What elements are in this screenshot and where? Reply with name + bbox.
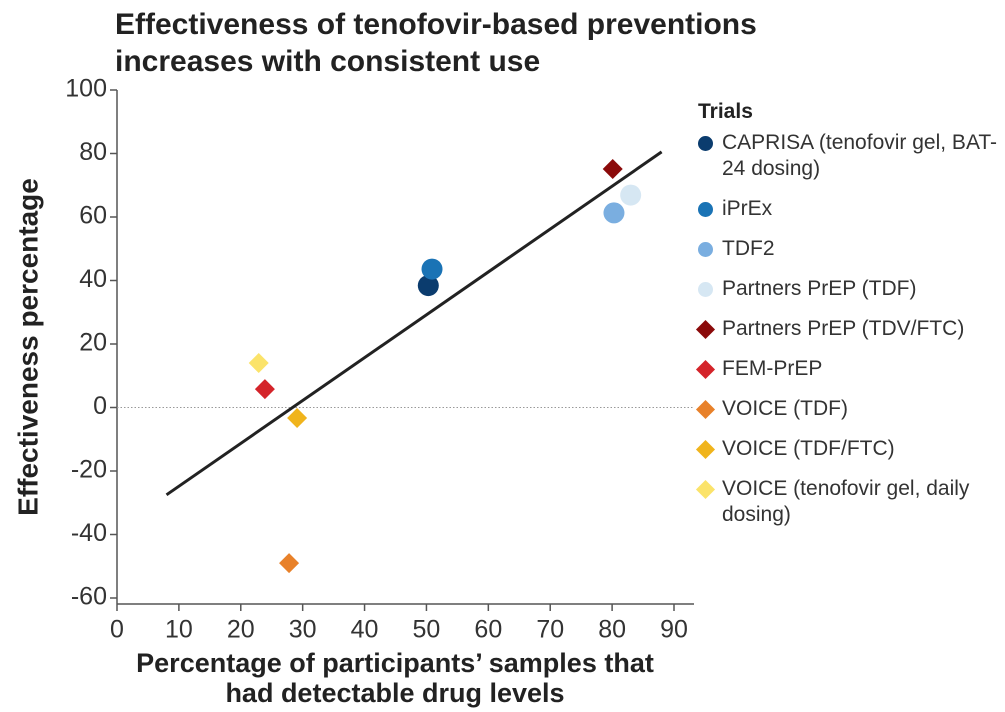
point xyxy=(603,202,625,224)
x-axis-label: Percentage of participants’ samples that… xyxy=(136,648,654,708)
legend-label: Partners PrEP (TDF) xyxy=(722,277,917,300)
legend-item: iPrEx xyxy=(698,196,998,222)
x-tick-label: 20 xyxy=(227,616,255,644)
legend-label: VOICE (TDF) xyxy=(722,397,848,420)
legend-swatch xyxy=(695,439,716,460)
legend-swatch xyxy=(698,136,713,151)
chart-title: Effectiveness of tenofovir-based prevent… xyxy=(115,8,757,78)
legend-label: Partners PrEP (TDV/FTC) xyxy=(722,317,965,340)
legend-label: TDF2 xyxy=(722,237,775,260)
legend-swatch xyxy=(695,359,716,380)
legend-item: VOICE (TDF) xyxy=(695,396,998,422)
legend-label: VOICE (tenofovir gel, daily dosing) xyxy=(722,477,970,526)
y-tick-label: 60 xyxy=(79,202,107,230)
legend-label: iPrEx xyxy=(722,197,773,220)
legend-swatch xyxy=(698,202,713,217)
x-tick-label: 60 xyxy=(474,616,502,644)
point xyxy=(421,258,443,280)
legend-item: Partners PrEP (TDV/FTC) xyxy=(695,316,998,342)
legend-label: VOICE (TDF/FTC) xyxy=(722,437,895,460)
y-tick-label: 80 xyxy=(79,138,107,166)
y-tick-label: 40 xyxy=(79,265,107,293)
legend-swatch xyxy=(698,282,713,297)
legend-item: TDF2 xyxy=(698,236,998,262)
legend-item: VOICE (tenofovir gel, daily dosing) xyxy=(695,476,998,528)
point xyxy=(417,275,439,297)
legend-swatch xyxy=(695,319,716,340)
legend-item: FEM-PrEP xyxy=(695,356,998,382)
y-tick-label: 100 xyxy=(65,75,107,103)
y-tick-label: -40 xyxy=(71,519,107,547)
point xyxy=(620,184,642,206)
point xyxy=(248,353,269,374)
point xyxy=(602,159,623,180)
y-tick-label: 0 xyxy=(93,392,107,420)
x-tick-label: 90 xyxy=(660,616,688,644)
y-tick-label: 20 xyxy=(79,329,107,357)
point xyxy=(254,379,275,400)
y-tick-label: -60 xyxy=(71,583,107,611)
legend-swatch xyxy=(695,479,716,500)
legend-title: Trials xyxy=(698,100,753,123)
x-tick-label: 10 xyxy=(165,616,193,644)
point xyxy=(287,407,308,428)
legend-swatch xyxy=(698,242,713,257)
legend: Trials CAPRISA (tenofovir gel, BAT-24 do… xyxy=(695,100,998,542)
legend-label: FEM-PrEP xyxy=(722,357,823,380)
legend-item: CAPRISA (tenofovir gel, BAT-24 dosing) xyxy=(698,130,998,182)
x-tick-label: 50 xyxy=(413,616,441,644)
point xyxy=(279,553,300,574)
y-axis-label: Effectiveness percentage xyxy=(12,178,43,516)
trend-line xyxy=(165,150,663,497)
x-tick-label: 70 xyxy=(536,616,564,644)
x-tick-label: 0 xyxy=(110,616,124,644)
x-tick-label: 80 xyxy=(598,616,626,644)
x-tick-label: 40 xyxy=(351,616,379,644)
y-tick-label: -20 xyxy=(71,456,107,484)
legend-item: Partners PrEP (TDF) xyxy=(698,276,998,302)
legend-label: CAPRISA (tenofovir gel, BAT-24 dosing) xyxy=(722,131,998,180)
legend-item: VOICE (TDF/FTC) xyxy=(695,436,998,462)
x-tick-label: 30 xyxy=(289,616,317,644)
legend-swatch xyxy=(695,399,716,420)
